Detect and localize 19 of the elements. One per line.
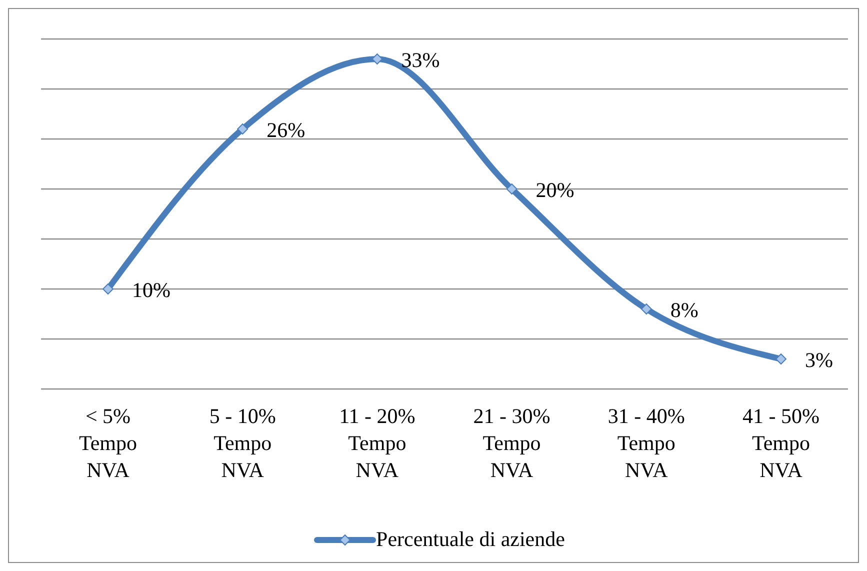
point: [372, 54, 383, 64]
data-label: 33%: [401, 48, 440, 72]
x-tick-label: < 5% Tempo NVA: [78, 404, 138, 482]
point: [102, 284, 114, 294]
point: [640, 304, 652, 314]
x-tick-label: 31 - 40% Tempo NVA: [608, 404, 685, 482]
point: [506, 184, 518, 194]
data-label: 26%: [266, 118, 306, 142]
legend-label: Percentuale di aziende: [376, 527, 565, 552]
data-label: 3%: [805, 348, 833, 372]
x-tick-label: 11 - 20% Tempo NVA: [339, 404, 416, 482]
data-label: 8%: [670, 298, 698, 322]
x-tick-label: 5 - 10% Tempo NVA: [209, 404, 276, 482]
point: [776, 354, 786, 364]
x-tick-label: 21 - 30% Tempo NVA: [473, 404, 550, 482]
data-label: 20%: [536, 178, 574, 202]
data-label: 10%: [132, 278, 170, 302]
x-tick-label: 41 - 50% Tempo NVA: [742, 404, 820, 482]
point: [237, 124, 248, 134]
